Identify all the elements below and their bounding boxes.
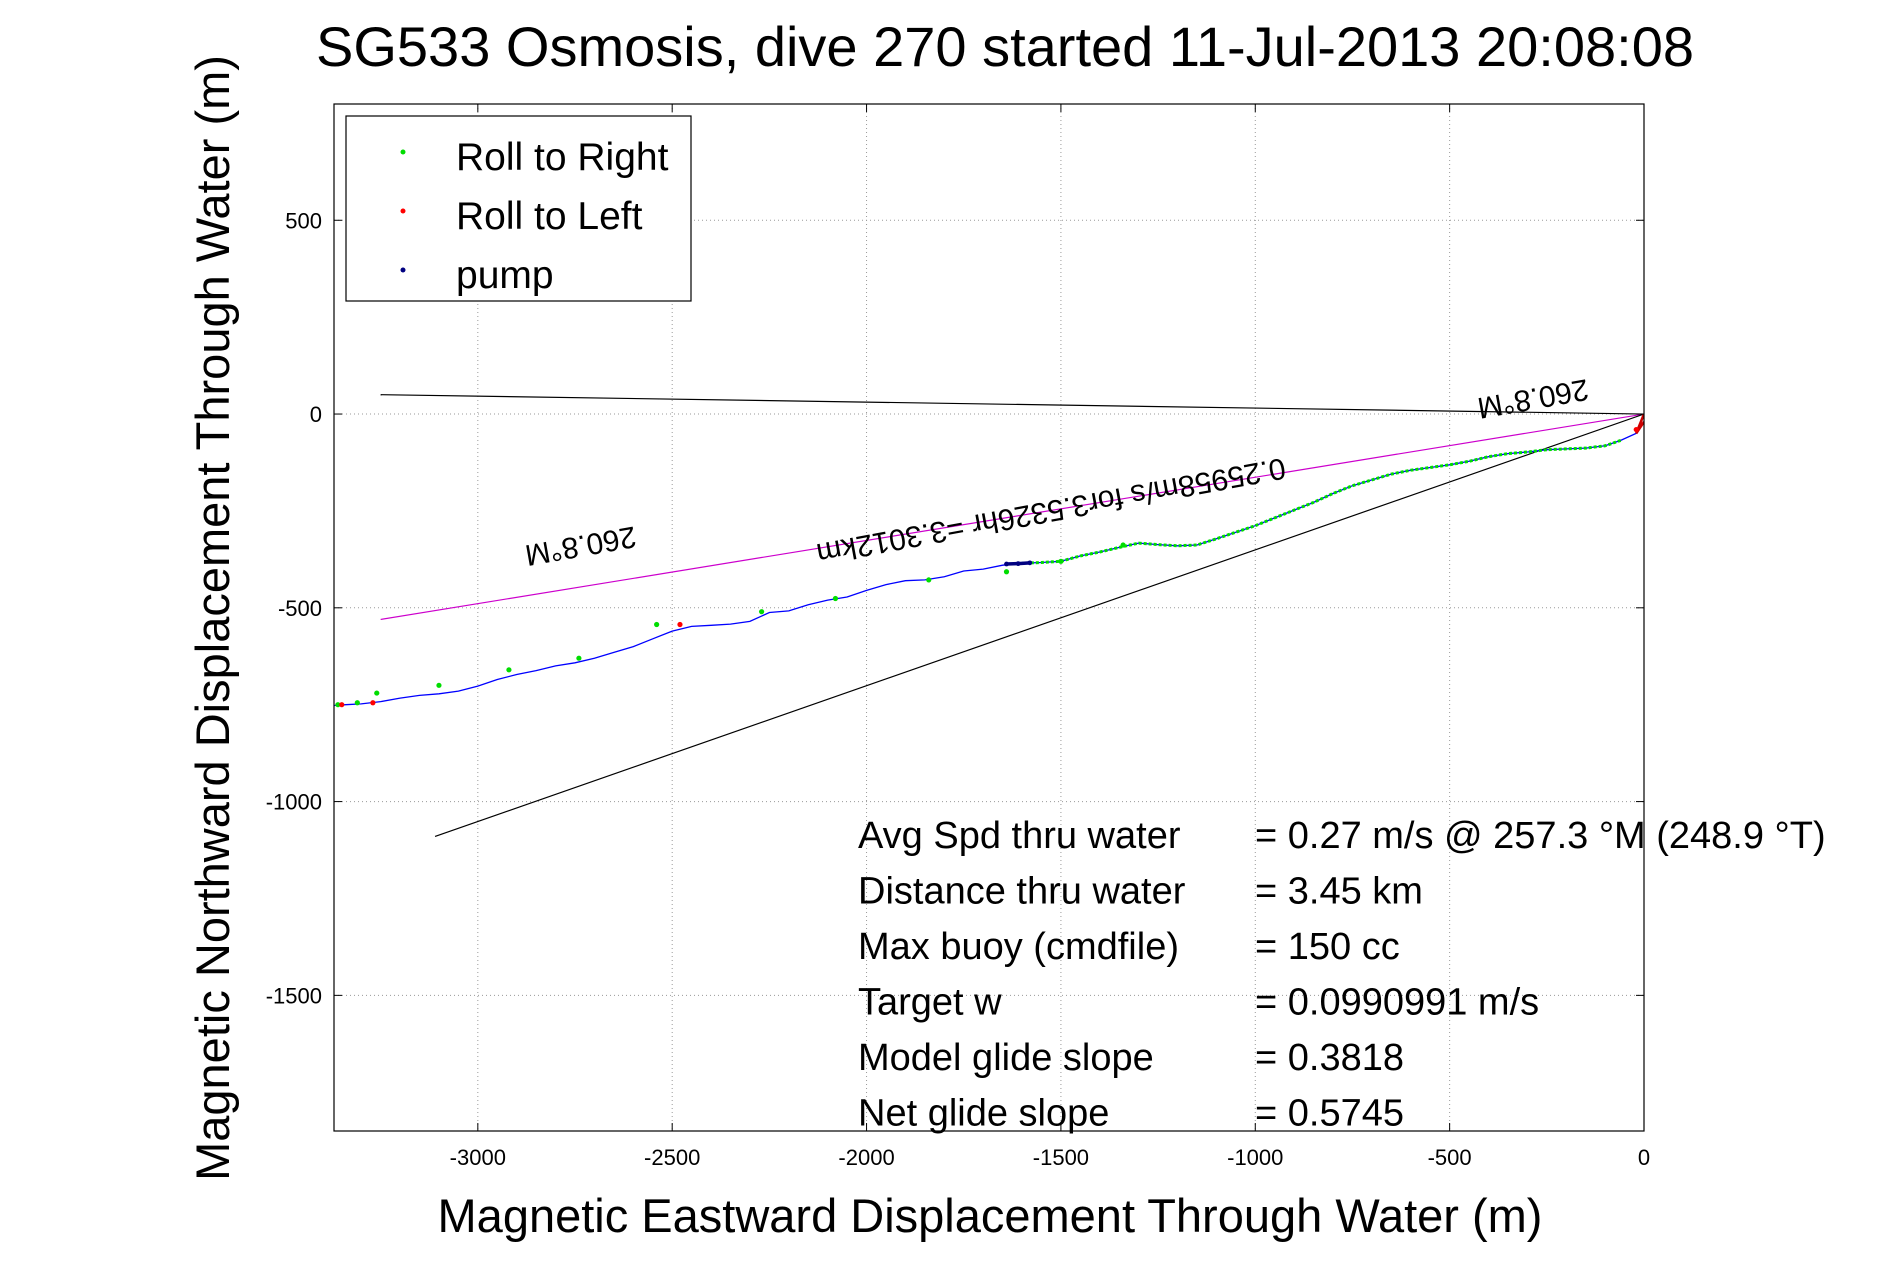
- legend-marker-pump: [400, 267, 406, 273]
- legend-label-roll-right: Roll to Right: [456, 136, 669, 179]
- y-tick-label: -1000: [266, 790, 322, 815]
- x-axis-ticks: -3000 -2500 -2000 -1500 -1000 -500 0: [450, 104, 1650, 1170]
- pump-marker: [1027, 560, 1033, 566]
- stat-label: Model glide slope: [858, 1037, 1154, 1079]
- x-tick-label: -500: [1428, 1145, 1472, 1170]
- x-axis-label: Magnetic Eastward Displacement Through W…: [438, 1189, 1543, 1242]
- y-axis-label: Magnetic Northward Displacement Through …: [186, 55, 239, 1181]
- legend-marker-roll-left: [400, 208, 406, 214]
- roll-right-marker: [926, 577, 932, 583]
- roll-left-marker: [370, 700, 376, 706]
- heading-line: [434, 413, 1644, 838]
- roll-right-marker: [1003, 569, 1010, 575]
- stat-value: = 3.45 km: [1255, 871, 1423, 913]
- pump-marker: [1004, 561, 1009, 567]
- x-tick-label: -1000: [1227, 1145, 1283, 1170]
- roll-left-segment: [1635, 413, 1644, 435]
- track-line: [334, 421, 1644, 707]
- legend: Roll to Right Roll to Left pump: [345, 115, 692, 302]
- roll-right-marker: [1120, 542, 1126, 548]
- y-tick-label: -500: [278, 596, 322, 621]
- stat-value: = 0.5745: [1255, 1093, 1404, 1135]
- y-tick-label: 0: [310, 402, 322, 427]
- y-tick-label: 500: [285, 208, 322, 233]
- x-tick-label: -1500: [1033, 1145, 1089, 1170]
- roll-right-marker: [374, 690, 380, 696]
- plot-frame: [333, 103, 1645, 1132]
- y-axis-ticks: 500 0 -500 -1000 -1500: [266, 208, 1644, 1008]
- stat-label: Max buoy (cmdfile): [858, 926, 1179, 968]
- x-tick-label: -2500: [644, 1145, 700, 1170]
- roll-left-marker: [339, 702, 345, 708]
- legend-marker-roll-right: [400, 149, 406, 155]
- pump-marker: [1015, 561, 1021, 567]
- stat-value: = 0.3818: [1255, 1037, 1404, 1079]
- roll-right-marker: [506, 667, 512, 673]
- dive-track: [334, 413, 1644, 707]
- roll-right-marker: [436, 682, 442, 688]
- legend-label-roll-left: Roll to Left: [456, 195, 643, 238]
- track-markers: [335, 426, 1639, 708]
- roll-right-marker: [1058, 558, 1064, 564]
- roll-right-marker: [354, 700, 360, 706]
- chart-title: SG533 Osmosis, dive 270 started 11-Jul-2…: [316, 15, 1694, 78]
- roll-left-marker: [1633, 426, 1639, 433]
- roll-right-marker: [832, 595, 839, 602]
- stat-value: = 0.27 m/s @ 257.3 °M (248.9 °T): [1255, 815, 1826, 857]
- heading-lines: [380, 394, 1644, 838]
- roll-right-marker: [576, 655, 582, 661]
- stat-label: Distance thru water: [858, 871, 1186, 913]
- stat-label: Net glide slope: [858, 1093, 1109, 1135]
- dive-stats-block: Avg Spd thru water = 0.27 m/s @ 257.3 °M …: [858, 815, 1826, 1135]
- legend-label-pump: pump: [456, 254, 554, 297]
- y-tick-label: -1500: [266, 983, 322, 1008]
- x-tick-label: 0: [1638, 1145, 1650, 1170]
- heading-line: [380, 394, 1644, 415]
- x-tick-label: -3000: [450, 1145, 506, 1170]
- stat-label: Avg Spd thru water: [858, 815, 1181, 857]
- stat-label: Target w: [858, 982, 1002, 1024]
- roll-right-segment: [1021, 438, 1622, 565]
- heading-line: [380, 413, 1644, 621]
- roll-right-marker: [654, 621, 660, 628]
- x-tick-label: -2000: [838, 1145, 894, 1170]
- roll-left-marker: [677, 621, 683, 628]
- stat-value: = 150 cc: [1255, 926, 1400, 968]
- roll-right-marker: [335, 702, 341, 708]
- roll-right-marker: [758, 609, 765, 615]
- stat-value: = 0.0990991 m/s: [1255, 982, 1539, 1024]
